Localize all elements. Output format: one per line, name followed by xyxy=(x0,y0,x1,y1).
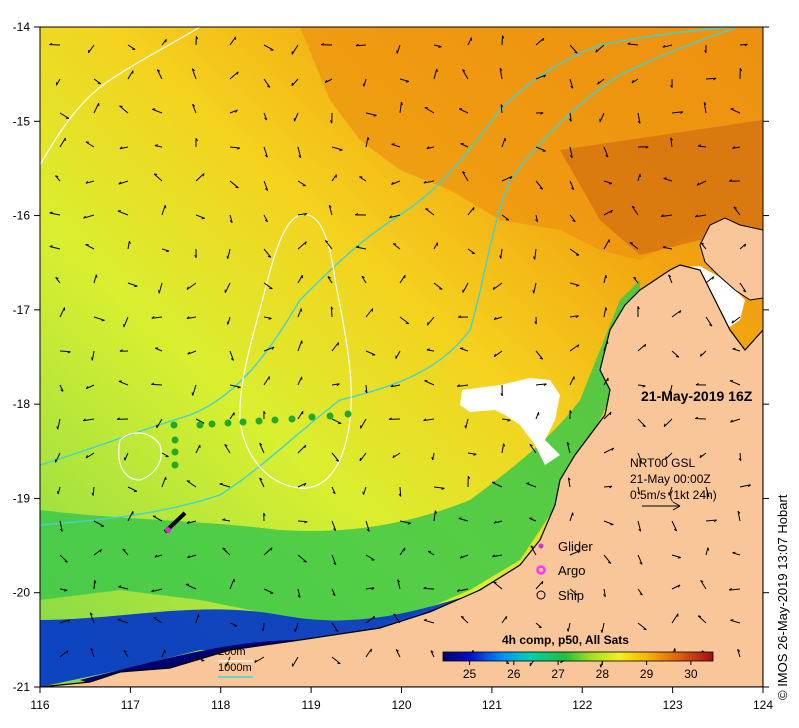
timestamp: 21-May-2019 16Z xyxy=(641,388,753,404)
ship-track-dot xyxy=(240,419,247,426)
y-tick-label: -18 xyxy=(13,397,31,411)
current-scale-label: 0.5m/s (1kt 24h) xyxy=(630,488,717,502)
ship-track-dot xyxy=(289,416,296,423)
x-tick-label: 122 xyxy=(572,698,592,712)
colorbar-tick-label: 27 xyxy=(551,667,565,681)
y-tick-label: -19 xyxy=(13,491,31,505)
ship-track-dot xyxy=(225,420,232,427)
x-tick-label: 119 xyxy=(302,698,321,712)
ship-track-dot xyxy=(172,449,179,456)
ship-track-dot xyxy=(197,422,204,429)
ship-legend-label: Ship xyxy=(558,588,584,603)
isobath-1000m-label: 1000m xyxy=(218,662,252,674)
x-tick-label: 121 xyxy=(482,698,502,712)
isobath-200m-label: 200m xyxy=(218,646,246,658)
x-tick-label: 117 xyxy=(121,698,140,712)
glider-legend-label: Glider xyxy=(558,539,593,554)
glider-legend-icon xyxy=(539,544,544,549)
ship-track-dot xyxy=(256,418,263,425)
ship-track-dot xyxy=(171,422,178,429)
glider-marker xyxy=(165,527,171,533)
x-tick-label: 124 xyxy=(753,698,773,712)
x-tick-label: 118 xyxy=(211,698,230,712)
ship-track-dot xyxy=(209,421,216,428)
colorbar-tick-label: 26 xyxy=(507,667,521,681)
ship-track-dot xyxy=(345,411,352,418)
ship-track-dot xyxy=(172,437,179,444)
current-source-label: NRT00 GSL xyxy=(630,456,695,470)
x-tick-label: 123 xyxy=(663,698,683,712)
x-axis: 116 117 118 119 120 121 122 123 124 xyxy=(30,687,773,712)
plot-area xyxy=(40,27,763,687)
current-date-label: 21-May 00:00Z xyxy=(630,472,711,486)
ship-track-dot xyxy=(172,462,179,469)
y-tick-label: -14 xyxy=(13,20,31,34)
x-tick-label: 116 xyxy=(30,698,49,712)
credit-label: © IMOS 26-May-2019 13:07 Hobart xyxy=(775,400,793,700)
colorbar-tick-label: 30 xyxy=(684,667,698,681)
ship-track-dot xyxy=(309,414,316,421)
y-tick-label: -17 xyxy=(13,303,31,317)
y-tick-label: -20 xyxy=(13,586,31,600)
colorbar-tick-label: 28 xyxy=(596,667,610,681)
y-tick-label: -16 xyxy=(13,209,31,223)
y-tick-label: -15 xyxy=(13,114,31,128)
colorbar-title: 4h comp, p50, All Sats xyxy=(502,633,629,647)
ship-track-dot xyxy=(272,417,279,424)
colorbar-tick-label: 25 xyxy=(463,667,477,681)
argo-legend-label: Argo xyxy=(558,563,585,578)
colorbar-gradient xyxy=(443,652,713,661)
x-tick-label: 120 xyxy=(391,698,411,712)
colorbar-tick-label: 29 xyxy=(640,667,654,681)
ship-track-dot xyxy=(327,413,334,420)
y-tick-label: -21 xyxy=(13,680,31,694)
